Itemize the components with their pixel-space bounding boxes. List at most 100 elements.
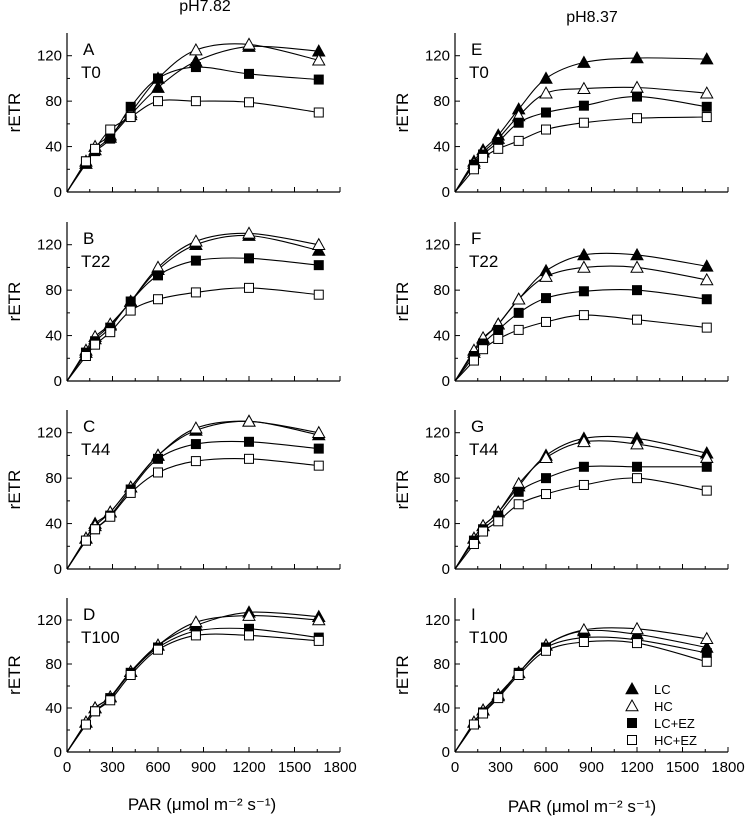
panel-d-curve-hc-ez	[66, 633, 319, 753]
panel-g-point-hc-ez	[632, 473, 642, 484]
panel-g-point-lc-ez	[541, 473, 551, 484]
panel-b-point-hc-ez	[105, 327, 116, 338]
panel-c-point-lc-ez	[190, 439, 201, 450]
panel-i-point-hc-ez	[478, 708, 489, 719]
panel-f-point-hc	[539, 269, 553, 282]
panel-c-point-hc-ez	[313, 460, 324, 471]
panel-g: 0 40 80 120 rETR G T44	[393, 410, 729, 578]
panel-i-point-hc-ez	[701, 656, 712, 667]
panel-a-point-hc	[311, 53, 326, 66]
panel-g-curve-hc-ez	[454, 477, 707, 570]
panel-e-y-tick-label: 120	[425, 48, 450, 65]
panel-g-point-lc-ez	[701, 461, 712, 472]
panel-c-point-hc-ez	[244, 453, 254, 464]
legend: LC HC LC+EZ HC+EZ	[625, 681, 697, 748]
panel-e-y-tick-label: 0	[442, 184, 450, 201]
panel-f-point-hc	[511, 292, 526, 305]
panel-e-point-lc	[577, 55, 591, 68]
panel-d-y-axis-label: rETR	[5, 655, 24, 695]
panel-b-point-hc	[189, 234, 203, 247]
panel-g-point-lc-ez	[513, 486, 524, 497]
panel-i-y-tick-label: 40	[433, 700, 450, 717]
panel-b-point-hc-ez	[90, 339, 101, 350]
column-title-right: pH8.37	[566, 9, 618, 26]
panel-c-point-hc	[189, 421, 203, 434]
panel-c-point-hc-ez	[80, 535, 91, 546]
panel-c-letter: C	[83, 417, 95, 436]
legend-marker-lc	[625, 681, 639, 695]
panel-f-point-lc	[699, 259, 714, 272]
panel-f-y-axis-label: rETR	[393, 282, 412, 322]
panel-d-point-hc	[242, 608, 256, 621]
panel-e-point-hc-ez	[513, 135, 524, 146]
panel-b-point-hc-ez	[190, 287, 201, 298]
panel-b-y-tick-label: 40	[45, 328, 62, 345]
panel-i-point-hc	[699, 631, 714, 644]
panel-f-point-hc-ez	[468, 355, 479, 366]
panel-c-y-tick-label: 40	[45, 516, 62, 533]
panel-b-y-tick-label: 120	[37, 237, 62, 254]
panel-a-point-lc-ez	[153, 73, 163, 84]
panel-f-point-lc-ez	[541, 293, 551, 304]
panel-d-point-hc-ez	[313, 635, 324, 646]
panel-a-point-hc-ez	[190, 96, 201, 107]
panel-f-point-hc	[630, 260, 644, 273]
panel-f-point-lc-ez	[578, 286, 589, 297]
panel-a-curve-lc-ez	[66, 66, 319, 193]
panel-e-curve-hc-ez	[454, 116, 707, 193]
panel-i-x-tick-label: 1800	[711, 759, 744, 776]
panel-e-point-hc	[699, 86, 714, 99]
panel-e-y-tick-label: 40	[433, 139, 450, 156]
panel-e-point-hc	[577, 81, 591, 94]
panel-g-point-hc	[577, 434, 591, 448]
legend-label-hc-ez: HC+EZ	[654, 733, 697, 748]
panel-i-x-tick-label: 900	[579, 759, 604, 776]
panel-a-y-tick-label: 80	[45, 93, 62, 110]
panel-b: 0 40 80 120 rETR B T22	[5, 222, 341, 390]
panel-a-point-lc-ez	[105, 133, 116, 144]
panel-e-point-lc-ez	[578, 100, 589, 111]
panel-c-point-hc-ez	[125, 487, 136, 498]
panel-e-point-hc-ez	[701, 112, 712, 123]
panel-b-point-lc-ez	[153, 270, 163, 281]
legend-label-hc: HC	[654, 699, 673, 714]
panel-d-point-hc-ez	[90, 706, 101, 717]
panel-g-point-hc-ez	[493, 516, 504, 527]
panel-f-condition: T22	[469, 252, 498, 271]
panel-d-y-tick-label: 120	[37, 612, 62, 629]
legend-marker-hc	[625, 698, 639, 712]
panel-e-point-lc	[699, 52, 714, 65]
panel-a-point-hc-ez	[90, 143, 101, 154]
x-axis-label-right: PAR (μmol m⁻² s⁻¹)	[508, 797, 656, 816]
panel-d-y-tick-label: 80	[45, 656, 62, 673]
panel-b-point-hc-ez	[313, 289, 324, 300]
panel-a-point-hc-ez	[153, 96, 163, 107]
panel-b-point-lc-ez	[313, 260, 324, 271]
panel-i-condition: T100	[469, 628, 508, 647]
panel-b-y-axis-label: rETR	[5, 282, 24, 322]
panel-b-y-tick-label: 0	[54, 373, 62, 390]
panel-b-point-lc-ez	[125, 296, 136, 307]
panel-c-y-axis-label: rETR	[5, 470, 24, 510]
panel-i-x-tick-label: 600	[533, 759, 558, 776]
panel-a-point-hc-ez	[313, 107, 324, 118]
panel-g-y-tick-label: 80	[433, 470, 450, 487]
panel-g-point-hc-ez	[468, 539, 479, 550]
panel-b-point-lc-ez	[190, 255, 201, 266]
panel-a-point-lc-ez	[190, 62, 201, 73]
panel-i-x-tick-label: 300	[488, 759, 513, 776]
panel-f-letter: F	[471, 229, 481, 248]
panel-d-point-hc-ez	[105, 695, 116, 706]
panel-b-point-hc-ez	[80, 351, 91, 362]
panel-d-point-hc-ez	[244, 630, 254, 641]
panel-c-point-lc-ez	[244, 436, 254, 447]
panel-f-point-hc-ez	[493, 333, 504, 344]
panel-e-point-lc	[630, 50, 644, 64]
panel-d-condition: T100	[81, 628, 120, 647]
panel-d-x-tick-label: 0	[63, 759, 71, 776]
panel-c-point-lc-ez	[153, 453, 163, 464]
panel-f-y-tick-label: 80	[433, 282, 450, 299]
panel-f-point-hc-ez	[513, 324, 524, 335]
